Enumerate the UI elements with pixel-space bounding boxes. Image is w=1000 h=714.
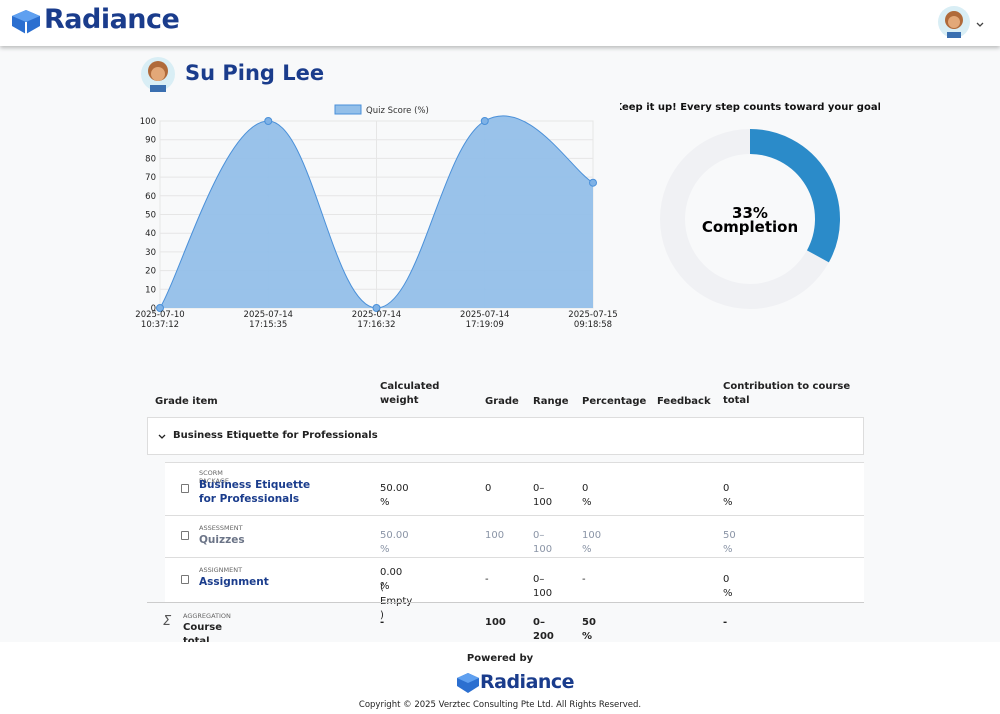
cell-weight: 50.00 % — [380, 530, 409, 555]
footer-logo-icon — [457, 673, 479, 693]
powered-by: Powered by — [466, 653, 534, 664]
y-tick-label: 40 — [145, 229, 156, 239]
cell-contribution: 0 % — [723, 573, 733, 599]
cell-grade: 0 — [485, 482, 492, 494]
cell-percentage: - — [582, 573, 586, 585]
y-tick-label: 80 — [145, 154, 156, 164]
cell-range: 0–100 — [533, 573, 553, 599]
point — [372, 304, 381, 312]
footer: Powered by Radiance Copyright © 2025 Ver… — [0, 642, 1000, 714]
line-chart: 0 10 20 30 40 50 60 70 80 90 100 Quiz Score (%) — [140, 104, 597, 314]
column-header: Calculated weight — [380, 381, 440, 406]
cell-grade: - — [485, 573, 489, 585]
item-kind: ASSIGNMENT — [199, 566, 243, 574]
grade-row — [165, 557, 864, 602]
row-icon — [181, 531, 189, 540]
x-tick-label: 2025-07-15 09:18:58 — [568, 310, 618, 330]
y-tick-label: 100 — [140, 117, 156, 127]
y-tick-label: 50 — [145, 211, 156, 221]
y-tick-label: 30 — [145, 248, 156, 258]
area — [160, 115, 593, 309]
y-tick-label: 90 — [145, 136, 156, 146]
donut-title: Keep it up! Every step counts toward you… — [620, 102, 880, 113]
point — [480, 117, 489, 125]
logo-icon — [12, 10, 40, 34]
y-tick-label: 20 — [145, 267, 156, 277]
y-tick-label: 60 — [145, 192, 156, 202]
column-header: Range — [533, 396, 569, 407]
cell-contribution: 50 % — [723, 530, 736, 555]
donut-chart: Keep it up! Every step counts toward you… — [620, 102, 880, 309]
total-contribution: - — [723, 617, 728, 628]
legend-label: Quiz Score (%) — [366, 106, 429, 116]
cell-percentage: 0 % — [582, 482, 592, 508]
footer-brand: Radiance — [480, 671, 575, 693]
column-header: Contribution to course total — [723, 381, 851, 406]
grade-row — [165, 515, 864, 557]
y-tick-label: 0 — [151, 304, 156, 314]
copyright: Copyright © 2025 Verztec Consulting Pte … — [358, 700, 642, 710]
user-menu[interactable] — [937, 5, 987, 39]
column-header: Grade item — [155, 396, 218, 407]
item-name[interactable]: Assignment — [199, 576, 269, 588]
cell-percentage: 100 % — [582, 530, 602, 555]
row-icon — [181, 574, 189, 584]
cell-grade: 100 — [485, 530, 505, 541]
cell-weight: 0.00 % — [380, 566, 403, 592]
x-tick-label: 2025-07-14 17:19:09 — [460, 310, 510, 330]
total-weight: - — [380, 617, 385, 628]
item-kind: SCORM PACKAGE — [199, 469, 229, 485]
total-row — [147, 602, 864, 642]
total-range: 0–200 — [533, 617, 554, 642]
cell-range: 0–100 — [533, 482, 553, 508]
sigma-icon: Σ — [163, 614, 172, 629]
total-percentage: 50 % — [582, 617, 596, 642]
x-tick-label: 2025-07-14 17:15:35 — [243, 310, 293, 330]
point — [589, 178, 597, 187]
column-header: Percentage — [582, 396, 647, 407]
column-header: Grade — [485, 396, 519, 407]
donut-arc — [749, 129, 840, 263]
brand: Radiance — [44, 4, 180, 35]
total-grade: 100 — [485, 617, 506, 628]
point — [156, 304, 164, 312]
column-header: Feedback — [657, 396, 711, 407]
weight-note: ( Empty ) — [380, 581, 413, 621]
section-row — [147, 417, 864, 455]
item-name[interactable]: Business Etiquette for Professionals — [199, 479, 311, 505]
header: Radiance — [0, 0, 1000, 46]
cell-weight: 50.00 % — [380, 482, 409, 508]
row-icon — [181, 483, 189, 493]
cell-contribution: 0 % — [723, 482, 733, 508]
collapse-toggle[interactable] — [157, 432, 167, 442]
item-kind: ASSESSMENT — [199, 524, 243, 532]
x-tick-label: 2025-07-10 10:37:12 — [135, 310, 185, 330]
x-tick-label: 2025-07-14 17:16:32 — [351, 310, 402, 330]
point — [264, 117, 273, 125]
user-name: Su Ping Lee — [185, 61, 325, 85]
y-tick-label: 10 — [145, 285, 156, 295]
y-tick-label: 70 — [145, 173, 156, 183]
cell-range: 0–100 — [533, 530, 553, 555]
total-kind: AGGREGATION — [183, 612, 231, 620]
total-name: Course total — [183, 622, 222, 647]
grade-row — [165, 462, 864, 515]
section-title: Business Etiquette for Professionals — [173, 430, 378, 441]
item-name[interactable]: Quizzes — [199, 534, 245, 546]
donut-value: 33% — [732, 204, 768, 222]
donut-label: Completion — [702, 218, 798, 236]
avatar — [141, 57, 175, 92]
legend-swatch — [334, 104, 362, 115]
